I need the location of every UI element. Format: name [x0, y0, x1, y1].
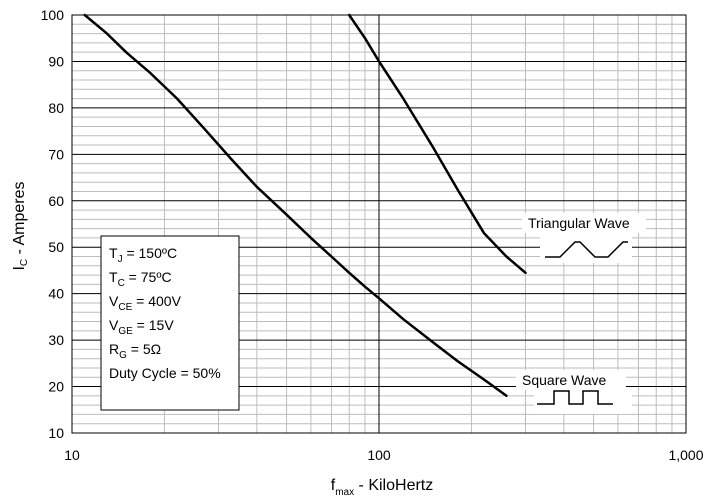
y-tick-label: 60	[48, 193, 64, 209]
square-label-bg	[516, 370, 626, 390]
conditions-box-frame	[100, 235, 240, 411]
triangular-wave-label: Triangular Wave	[528, 215, 630, 231]
x-tick-label: 10	[64, 447, 80, 463]
square-wave-symbol	[537, 390, 613, 405]
y-tick-label: 40	[48, 286, 64, 302]
series-line-triangular-wave	[347, 13, 527, 275]
x-tick-label: 100	[367, 447, 391, 463]
series-line-square-wave	[83, 13, 508, 398]
y-axis-title: IC - Amperes	[11, 181, 30, 270]
triangular-wave-symbol	[545, 241, 628, 258]
y-tick-label: 10	[48, 425, 64, 441]
condition-line: TJ = 150ºC	[109, 245, 177, 265]
condition-line: RG = 5Ω	[109, 341, 161, 361]
triangular-wave-label-group: Triangular Wave	[522, 213, 646, 263]
y-tick-label: 30	[48, 332, 64, 348]
plot-frame	[71, 14, 687, 434]
x-tick-label: 1,000	[668, 447, 703, 463]
y-tick-label: 20	[48, 379, 64, 395]
series-group	[83, 13, 527, 398]
condition-line: VGE = 15V	[109, 317, 174, 337]
y-tick-labels: 10 20 30 40 50 60 70 80 90 100	[41, 7, 65, 441]
y-tick-label: 100	[41, 7, 65, 23]
y-tick-label: 50	[48, 239, 64, 255]
condition-line: TC = 75ºC	[109, 269, 172, 289]
x-axis-title: fmax - KiloHertz	[331, 477, 433, 498]
square-wave-label-group: Square Wave	[516, 370, 632, 414]
condition-line: Duty Cycle = 50%	[109, 365, 221, 381]
triangular-label-bg	[522, 213, 646, 233]
condition-line: VCE = 400V	[109, 293, 182, 313]
y-tick-label: 70	[48, 146, 64, 162]
square-wave-label: Square Wave	[522, 372, 607, 388]
y-tick-label: 80	[48, 100, 64, 116]
y-tick-label: 90	[48, 53, 64, 69]
x-tick-labels: 10 100 1,000	[64, 447, 704, 463]
conditions-box: TJ = 150ºC TC = 75ºC VCE = 400V VGE = 15V RG…	[100, 235, 240, 411]
